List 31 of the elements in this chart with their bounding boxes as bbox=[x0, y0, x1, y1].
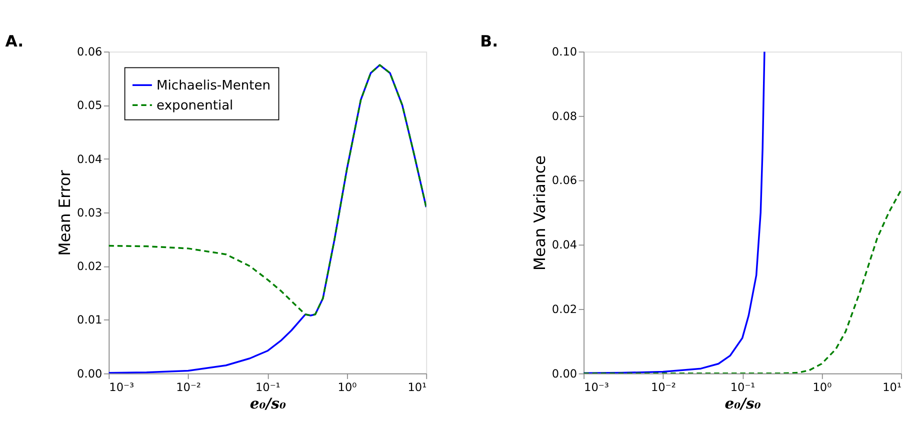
y-tick-label: 0.00 bbox=[77, 367, 102, 380]
y-tick-label: 0.06 bbox=[552, 174, 578, 188]
y-axis-title: Mean Error bbox=[55, 170, 74, 256]
y-tick-label: 0.00 bbox=[552, 367, 578, 380]
legend-label: Michaelis-Menten bbox=[156, 78, 270, 94]
y-tick-label: 0.03 bbox=[77, 206, 102, 220]
chart-title: B. bbox=[480, 31, 498, 50]
x-tick-label: 10¹ bbox=[408, 381, 427, 394]
y-tick-label: 0.10 bbox=[552, 46, 578, 59]
y-tick-label: 0.08 bbox=[552, 110, 578, 123]
y-tick-label: 0.06 bbox=[77, 46, 102, 59]
x-tick-label: 10⁰ bbox=[812, 381, 832, 394]
x-axis-title: e₀/s₀ bbox=[724, 396, 762, 413]
legend-label: exponential bbox=[156, 98, 234, 114]
x-tick-label: 10⁻¹ bbox=[255, 381, 280, 394]
y-tick-label: 0.04 bbox=[77, 152, 102, 166]
y-tick-label: 0.04 bbox=[552, 238, 578, 252]
y-tick-label: 0.02 bbox=[77, 260, 102, 274]
x-tick-label: 10⁻³ bbox=[109, 381, 134, 394]
x-tick-label: 10⁻² bbox=[176, 381, 201, 394]
chart-title: A. bbox=[5, 31, 24, 50]
x-tick-label: 10⁰ bbox=[338, 381, 358, 394]
y-tick-label: 0.05 bbox=[77, 99, 102, 112]
y-axis-title: Mean Variance bbox=[530, 155, 549, 271]
x-tick-label: 10⁻¹ bbox=[730, 381, 756, 394]
x-axis-title: e₀/s₀ bbox=[250, 396, 286, 413]
y-tick-label: 0.01 bbox=[77, 314, 102, 327]
x-tick-label: 10⁻³ bbox=[584, 381, 609, 394]
y-tick-label: 0.02 bbox=[552, 302, 578, 316]
x-tick-label: 10⁻² bbox=[650, 381, 676, 394]
x-tick-label: 10¹ bbox=[882, 381, 902, 394]
